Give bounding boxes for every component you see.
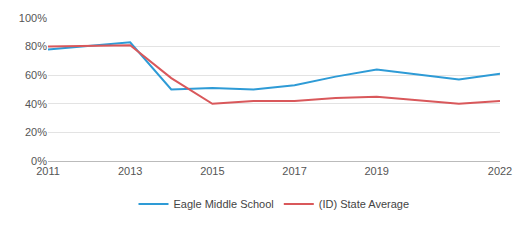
svg-text:2019: 2019 [364,165,388,177]
svg-text:100%: 100% [19,12,47,24]
svg-text:2017: 2017 [282,165,306,177]
svg-text:2011: 2011 [36,165,60,177]
svg-text:2013: 2013 [118,165,142,177]
svg-text:80%: 80% [25,40,47,52]
svg-text:Eagle Middle School: Eagle Middle School [174,198,274,210]
svg-text:2022: 2022 [488,165,512,177]
svg-text:20%: 20% [25,126,47,138]
svg-text:0%: 0% [31,155,47,167]
svg-text:40%: 40% [25,98,47,110]
svg-text:60%: 60% [25,69,47,81]
svg-text:2015: 2015 [200,165,224,177]
svg-text:(ID) State Average: (ID) State Average [319,198,409,210]
